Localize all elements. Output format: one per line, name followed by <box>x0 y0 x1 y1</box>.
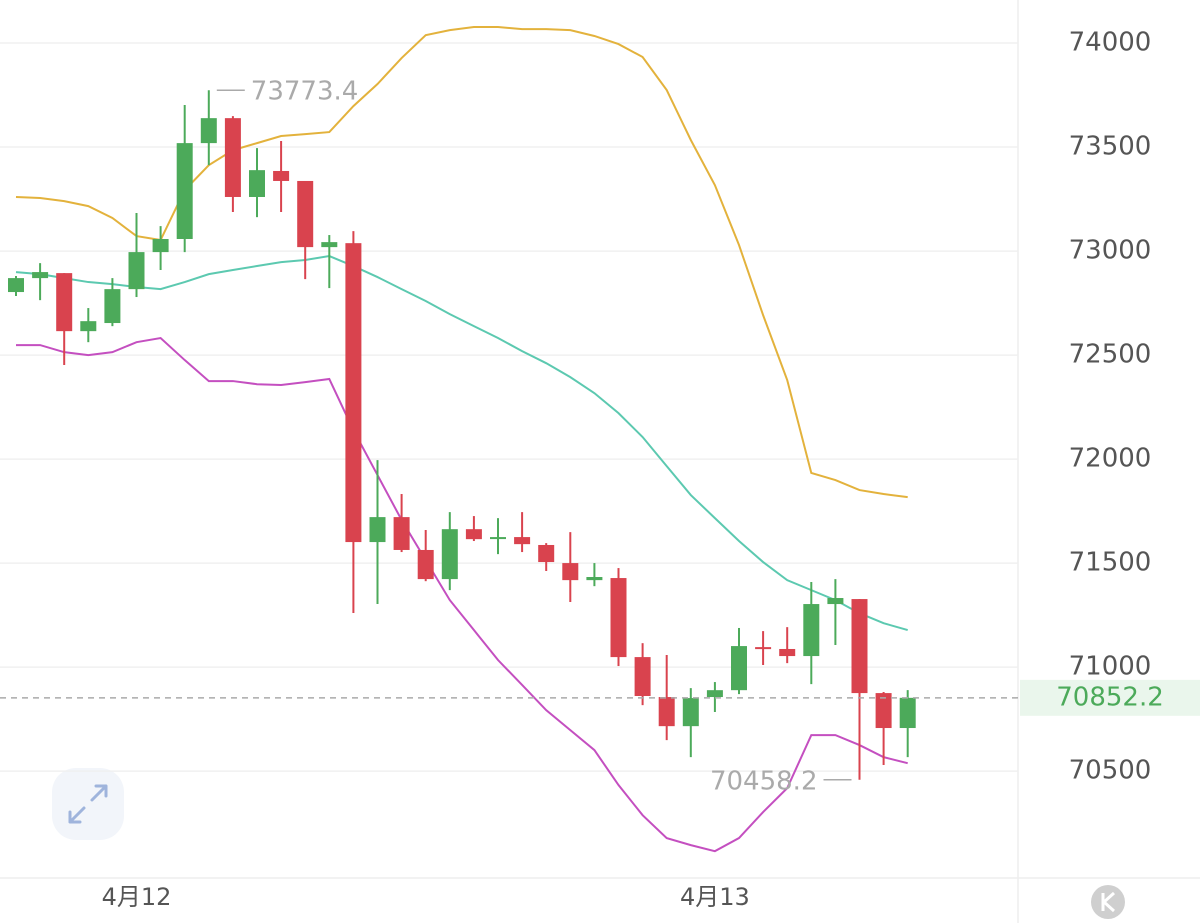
candle-body <box>538 544 555 563</box>
candle-body <box>731 646 747 691</box>
last-price-bg <box>1020 679 1200 716</box>
candle-body <box>249 170 265 197</box>
candle-body <box>899 697 916 729</box>
band-line <box>15 255 908 632</box>
candle-body <box>706 690 723 698</box>
candle-body <box>851 599 868 694</box>
candle-body <box>297 180 314 248</box>
y-tick-label: 72000 <box>1069 444 1152 474</box>
y-tick-label: 71500 <box>1069 548 1152 578</box>
kline-button-bg <box>1091 885 1125 919</box>
candle-body <box>586 577 603 581</box>
band-line <box>16 336 908 853</box>
candle-body <box>417 549 434 580</box>
candle-body <box>755 647 772 650</box>
y-tick-label: 71000 <box>1069 652 1152 682</box>
candle-body <box>465 529 482 540</box>
candle-body <box>490 537 506 540</box>
candle-body <box>32 272 49 279</box>
candle-body <box>200 118 217 144</box>
candle-body <box>369 517 386 543</box>
candle-body <box>56 273 73 332</box>
high-label: 73773.4 <box>251 77 359 107</box>
candle-body <box>393 517 410 550</box>
candle-body <box>803 604 820 657</box>
candle-body <box>779 648 796 657</box>
low-label: 70458.2 <box>710 766 818 796</box>
candle-body <box>634 657 651 696</box>
candle-body <box>80 321 97 332</box>
last-price-label: 70852.2 <box>1056 682 1164 712</box>
candle-body <box>345 243 362 543</box>
candle-body <box>321 242 338 248</box>
candle-body <box>104 289 121 324</box>
x-tick-label: 4月13 <box>680 883 750 911</box>
y-tick-label: 73500 <box>1069 132 1152 162</box>
band-line <box>15 26 908 499</box>
y-tick-label: 74000 <box>1069 28 1152 58</box>
x-tick-label: 4月12 <box>102 883 172 911</box>
candle-body <box>152 239 169 253</box>
candle-body <box>682 698 699 727</box>
candle-body <box>273 170 290 181</box>
candle-body <box>610 578 627 658</box>
expand-button-bg <box>52 768 124 840</box>
candle-body <box>128 252 145 290</box>
y-tick-label: 70500 <box>1069 756 1152 786</box>
candle-body <box>514 537 531 545</box>
candle-body <box>8 278 24 293</box>
y-tick-label: 73000 <box>1069 236 1152 266</box>
candle-body <box>441 529 458 580</box>
expand-button[interactable] <box>52 768 124 840</box>
candle-body <box>176 143 193 240</box>
candle-body <box>827 598 844 605</box>
kline-icon <box>1101 891 1116 913</box>
kline-button[interactable] <box>1091 885 1125 919</box>
candle-body <box>562 563 579 581</box>
candle-body <box>875 693 892 729</box>
expand-icon <box>68 784 108 824</box>
candle-body <box>224 118 241 197</box>
candle-body <box>658 697 675 727</box>
y-tick-label: 72500 <box>1069 340 1152 370</box>
